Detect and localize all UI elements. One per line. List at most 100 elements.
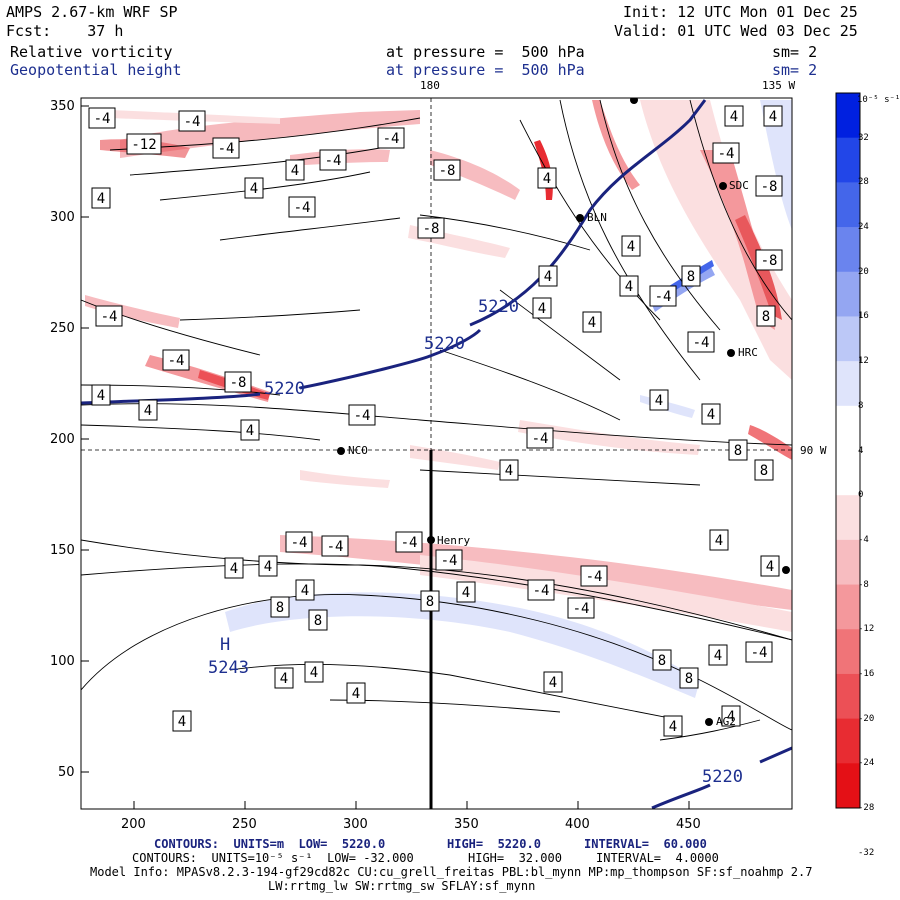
- y-tick-label: 350: [50, 99, 75, 114]
- svg-text:8: 8: [426, 594, 434, 610]
- vorticity-label: 4: [304, 661, 324, 683]
- vorticity-label: 4: [708, 644, 728, 666]
- svg-text:4: 4: [246, 423, 254, 439]
- vorticity-label: -4: [95, 305, 123, 327]
- station-hrc-marker: [727, 349, 735, 357]
- vorticity-label: 4: [244, 177, 264, 199]
- svg-text:-4: -4: [401, 535, 418, 551]
- height-contour-label: 5220: [424, 334, 465, 354]
- svg-text:-4: -4: [294, 200, 311, 216]
- colorbar-swatch: [836, 718, 860, 764]
- colorbar-label: -24: [858, 758, 875, 769]
- vorticity-label: -4: [395, 531, 423, 553]
- colorbar: [836, 93, 860, 809]
- colorbar-label: -32: [858, 847, 875, 858]
- pressure-level-1: at pressure = 500 hPa: [386, 43, 585, 61]
- vorticity-label: -4: [687, 331, 715, 353]
- svg-text:-8: -8: [439, 163, 456, 179]
- svg-text:4: 4: [727, 709, 735, 725]
- vorticity-label: 4: [532, 297, 552, 319]
- x-tick-label: 200: [121, 817, 146, 832]
- svg-text:-4: -4: [751, 645, 768, 661]
- colorbar-swatch: [836, 495, 860, 541]
- footer-model-info: Model Info: MPASv8.2.3-194-gf29cd82c CU:…: [90, 865, 813, 879]
- vorticity-label: 4: [274, 667, 294, 689]
- svg-text:-8: -8: [761, 179, 778, 195]
- svg-text:8: 8: [658, 653, 666, 669]
- svg-text:-12: -12: [131, 137, 156, 153]
- vorticity-label: -4: [88, 107, 116, 129]
- svg-text:4: 4: [543, 171, 551, 187]
- svg-text:4: 4: [352, 686, 360, 702]
- vorticity-label: -4: [321, 535, 349, 557]
- vorticity-label: -8: [224, 371, 252, 393]
- forecast-hour: Fcst: 37 h: [6, 22, 124, 40]
- svg-text:4: 4: [588, 315, 596, 331]
- valid-time: Valid: 01 UTC Wed 03 Dec 25: [614, 22, 858, 40]
- vorticity-label: 4: [172, 710, 192, 732]
- svg-text:-4: -4: [532, 431, 549, 447]
- vorticity-label: 4: [724, 105, 744, 127]
- svg-text:4: 4: [669, 719, 677, 735]
- svg-text:4: 4: [730, 109, 738, 125]
- field-vorticity-label: Relative vorticity: [10, 43, 173, 61]
- svg-text:4: 4: [627, 239, 635, 255]
- y-tick-label: 300: [50, 210, 75, 225]
- svg-text:4: 4: [291, 163, 299, 179]
- svg-text:-4: -4: [441, 553, 458, 569]
- x-tick-label: 300: [343, 817, 368, 832]
- smoothing-1: sm= 2: [772, 43, 818, 61]
- colorbar-swatch: [836, 405, 860, 451]
- svg-text:4: 4: [766, 559, 774, 575]
- station-top-marker: [630, 98, 638, 104]
- vorticity-label: -8: [433, 159, 461, 181]
- colorbar-units: 10⁻⁵ s⁻¹: [857, 95, 900, 105]
- y-tick-label: 250: [50, 321, 75, 336]
- vorticity-label: 4: [285, 159, 305, 181]
- vorticity-label: 4: [760, 555, 780, 577]
- vorticity-label: 8: [420, 590, 440, 612]
- svg-text:-4: -4: [383, 131, 400, 147]
- vorticity-label: -4: [712, 142, 740, 164]
- init-time: Init: 12 UTC Mon 01 Dec 25: [623, 3, 858, 21]
- vorticity-label: 8: [308, 609, 328, 631]
- vorticity-label: 8: [681, 265, 701, 287]
- colorbar-label: 24: [858, 222, 869, 233]
- svg-text:4: 4: [505, 463, 513, 479]
- colorbar-swatch: [836, 584, 860, 630]
- vorticity-label: 4: [721, 705, 741, 727]
- colorbar-label: -4: [858, 534, 869, 545]
- vorticity-label: 4: [621, 235, 641, 257]
- x-tick-label: 350: [454, 817, 479, 832]
- svg-text:4: 4: [280, 671, 288, 687]
- model-title: AMPS 2.67-km WRF SP: [6, 3, 178, 21]
- vorticity-label: 4: [295, 579, 315, 601]
- svg-text:8: 8: [762, 309, 770, 325]
- svg-text:4: 4: [230, 561, 238, 577]
- svg-text:8: 8: [685, 671, 693, 687]
- svg-text:-4: -4: [168, 353, 185, 369]
- vorticity-label: 4: [663, 715, 683, 737]
- vorticity-label: -12: [126, 133, 162, 155]
- colorbar-swatch: [836, 763, 860, 809]
- svg-text:4: 4: [178, 714, 186, 730]
- colorbar-swatch: [836, 137, 860, 183]
- colorbar-swatch: [836, 629, 860, 675]
- svg-text:-8: -8: [230, 375, 247, 391]
- svg-text:-4: -4: [325, 153, 342, 169]
- vorticity-label-group: -4 -4 -12 -4 -4 -4 -4 -8 4 4 -8 4 -4 -4 …: [88, 105, 783, 737]
- svg-text:-8: -8: [423, 221, 440, 237]
- svg-text:4: 4: [625, 279, 633, 295]
- vorticity-label: 4: [709, 529, 729, 551]
- footer-vorticity-units: CONTOURS: UNITS=10⁻⁵ s⁻¹ LOW= -32.000: [132, 851, 414, 865]
- vorticity-label: -4: [377, 127, 405, 149]
- meridian-label-90w: 90 W: [800, 444, 827, 457]
- station-label-ag2: AG2: [716, 715, 736, 728]
- svg-text:-4: -4: [586, 569, 603, 585]
- footer-vorticity-interval: INTERVAL= 4.0000: [596, 851, 719, 865]
- field-height-label: Geopotential height: [10, 61, 182, 79]
- footer-height-interval: INTERVAL= 60.000: [584, 837, 707, 851]
- colorbar-swatch: [836, 271, 860, 317]
- vorticity-label: 4: [619, 275, 639, 297]
